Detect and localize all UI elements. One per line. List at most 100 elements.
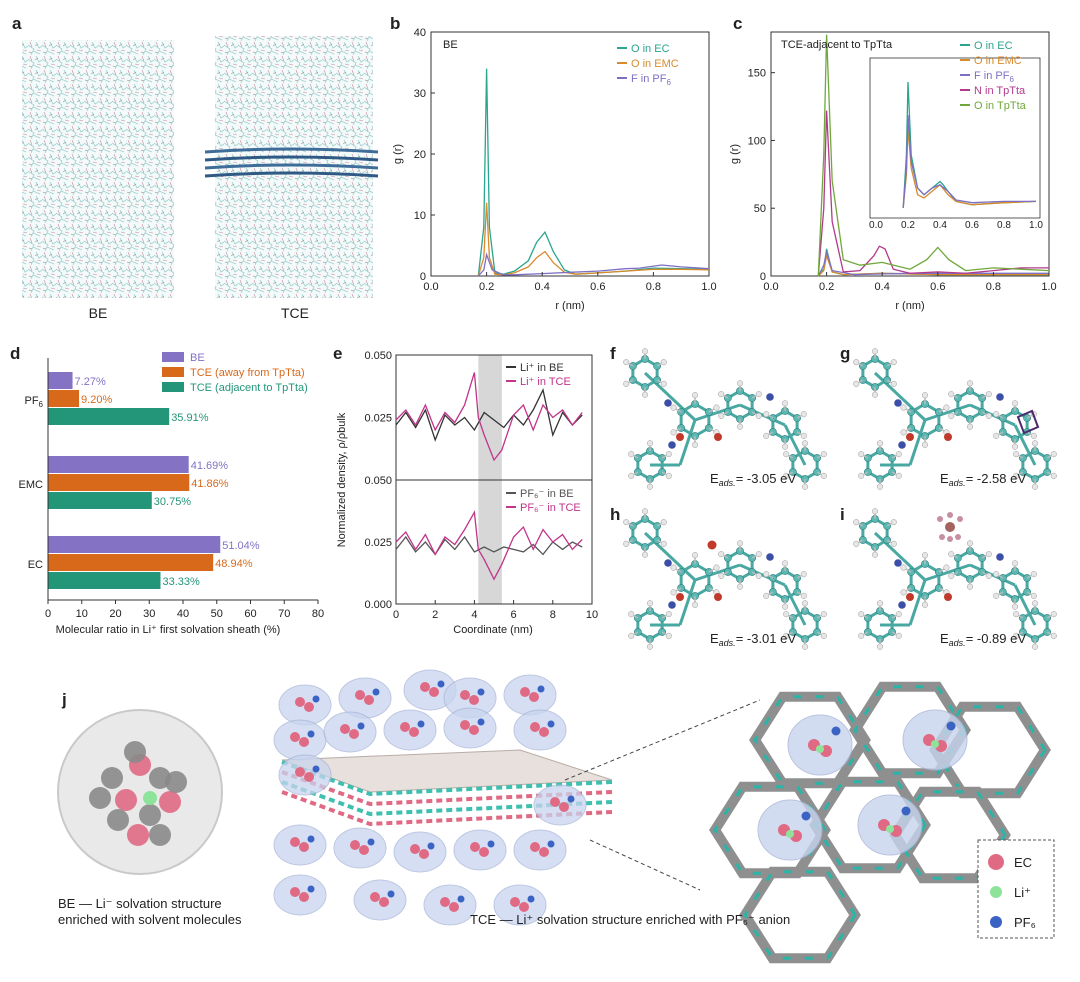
hydrogen-atom [921, 392, 929, 399]
hydrogen-atom [691, 552, 699, 559]
e-xtick-label: 0 [393, 609, 399, 621]
hydrogen-atom [646, 643, 654, 650]
hydrogen-atom [948, 412, 955, 419]
ec-molecule [460, 720, 470, 730]
bond [678, 579, 697, 626]
c-legend-4: O in TpTta [974, 100, 1027, 112]
hydrogen-atom [763, 592, 770, 599]
hydrogen-atom [670, 564, 677, 571]
energy-label-g: Eads.= -2.58 eV [940, 471, 1026, 488]
legend-swatch [988, 854, 1004, 870]
hydrogen-atom [800, 411, 807, 418]
hydrogen-atom [781, 560, 789, 567]
panel-b-chart: 0.0 0.2 0.4 0.6 0.8 1.0 0 10 20 30 40 BE O in EC O … [392, 27, 717, 312]
panel-a-simulation: BE TCE [22, 36, 379, 321]
oxygen-atom [676, 433, 684, 441]
d-xtick-label: 40 [177, 608, 189, 620]
hydrogen-atom [895, 611, 902, 618]
pf6-ion [387, 890, 395, 898]
ec-molecule [419, 849, 429, 859]
ec-molecule [460, 690, 470, 700]
hydrogen-atom [820, 632, 827, 639]
d-xtick-label: 70 [278, 608, 290, 620]
d-bar-PF6-2 [48, 408, 170, 425]
solvation-cluster [423, 884, 477, 926]
hydrogen-atom [801, 600, 809, 607]
hydrogen-atom [1031, 643, 1039, 650]
panel-b-box-title: BE [443, 39, 458, 51]
ec-molecule [519, 902, 529, 912]
c-series-4 [817, 34, 1050, 277]
panel-b-ylabel: g (r) [392, 144, 404, 164]
c-ytick-label: 100 [748, 135, 766, 147]
nitrogen-atom [766, 393, 774, 401]
hydrogen-atom [783, 451, 790, 458]
panel-j-caption-center: TCE — Li⁺ solvation structure enriched w… [470, 912, 791, 927]
e-bottom-series-0 [395, 535, 583, 556]
pf6-ion [527, 895, 535, 903]
zoom-line-bottom [589, 839, 701, 891]
panel-j-caption-left-2: enriched with solvent molecules [58, 912, 242, 927]
pf6-ion [417, 720, 425, 728]
solvation-cluster [493, 884, 547, 926]
d-bar-PF6-0 [48, 372, 73, 389]
pf6-ion [567, 795, 575, 803]
nitrogen-atom [898, 601, 906, 609]
d-legend-2: TCE (adjacent to TpTta) [190, 382, 308, 394]
c-ytick-label: 150 [748, 68, 766, 80]
d-bar-EC-2 [48, 572, 161, 589]
d-xtick-label: 80 [312, 608, 324, 620]
pf6-fluorine [947, 536, 953, 542]
e-bottom-legend-0: PF₆⁻ in BE [520, 488, 574, 500]
panel-d-xlabel: Molecular ratio in Li⁺ first solvation s… [56, 624, 281, 636]
c-xtick-label: 0.2 [819, 281, 834, 293]
hydrogen-atom [993, 411, 1000, 418]
c-inset-xtick-label: 0.8 [997, 220, 1011, 231]
d-bar-label: 41.69% [191, 460, 229, 472]
oxygen-atom [944, 593, 952, 601]
ec-molecule [470, 842, 480, 852]
hydrogen-atom [736, 583, 744, 590]
hydrogen-atom [670, 589, 677, 596]
bond [908, 419, 927, 466]
c-xtick-label: 0.6 [930, 281, 945, 293]
hydrogen-atom [890, 380, 897, 387]
ec-molecule [370, 892, 380, 902]
hydrogen-atom [646, 440, 654, 447]
adsorbate-oxygen [707, 540, 717, 550]
hydrogen-atom [871, 348, 879, 355]
hydrogen-atom [858, 472, 865, 479]
hydrogen-atom [763, 411, 770, 418]
hydrogen-atom [641, 508, 649, 515]
pf6-ion [547, 840, 555, 848]
pf6-ion [312, 765, 320, 773]
hydrogen-atom [801, 440, 809, 447]
solvent-atom [101, 767, 123, 789]
bond [1013, 424, 1037, 466]
hydrogen-atom [623, 540, 630, 547]
molecule-h: Eads.= -3.01 eV [623, 508, 827, 650]
pf6-ion [547, 720, 555, 728]
b-series-1 [477, 202, 710, 277]
d-bar-label: 51.04% [222, 540, 260, 552]
hydrogen-atom [1031, 483, 1039, 490]
bond [873, 531, 927, 582]
c-ytick-label: 0 [760, 271, 766, 283]
hydrogen-atom [1031, 600, 1039, 607]
cof-layers [204, 147, 379, 178]
bond [969, 563, 1016, 587]
solvent-atom [139, 804, 161, 826]
solvation-cluster [403, 669, 457, 711]
solvent-atom [107, 809, 129, 831]
c-legend-2: F in PF6 [974, 70, 1014, 84]
b-series-2 [477, 252, 710, 277]
hydrogen-atom [1011, 443, 1019, 450]
hydrogen-atom [948, 572, 955, 579]
nitrogen-atom [996, 393, 1004, 401]
hydrogen-atom [763, 432, 770, 439]
hydrogen-atom [783, 611, 790, 618]
ec-molecule [520, 687, 530, 697]
panel-label-f: f [610, 344, 616, 363]
ec-molecule [359, 845, 369, 855]
c-series-1 [817, 253, 1049, 277]
